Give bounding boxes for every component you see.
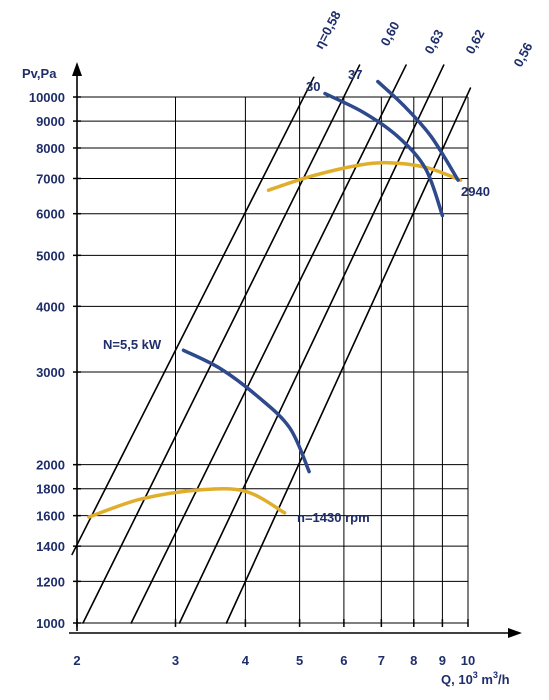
y-axis-arrow xyxy=(72,62,82,76)
x-tick-label: 8 xyxy=(410,653,417,668)
x-axis-title: Q, 103 m3/h xyxy=(441,670,510,687)
efficiency-label-3: 0,62 xyxy=(462,27,487,56)
power-curve-4 xyxy=(181,348,311,474)
efficiency-curve-7 xyxy=(130,64,407,624)
x-axis-title-base: Q, 10 xyxy=(441,672,473,687)
x-tick-label: 3 xyxy=(172,653,179,668)
y-tick-label: 1400 xyxy=(36,539,65,554)
grid xyxy=(76,96,469,624)
y-tick-label: 1200 xyxy=(36,574,65,589)
x-tick-label: 10 xyxy=(461,653,475,668)
x-axis-title-exp: 3 xyxy=(473,670,478,680)
y-axis-title: Pv,Pa xyxy=(22,66,57,81)
efficiency-label-1: 0,60 xyxy=(377,19,402,48)
y-tick-label: 5000 xyxy=(36,248,65,263)
x-tick-label: 6 xyxy=(340,653,347,668)
efficiency-curve-6 xyxy=(82,64,361,624)
y-tick-label: 2000 xyxy=(36,458,65,473)
y-tick-label: 1800 xyxy=(36,482,65,497)
y-tick-label: 7000 xyxy=(36,171,65,186)
y-tick-label: 9000 xyxy=(36,114,65,129)
y-tick-label: 10000 xyxy=(29,90,65,105)
y-tick-label: 8000 xyxy=(36,141,65,156)
y-tick-label: 4000 xyxy=(36,299,65,314)
x-axis-title-unit: m xyxy=(478,672,493,687)
pressure-curve-1 xyxy=(87,486,287,519)
power-label-37: 37 xyxy=(348,67,362,82)
y-tick-label: 3000 xyxy=(36,365,65,380)
x-tick-label: 4 xyxy=(242,653,250,668)
efficiency-label-4: 0,56 xyxy=(510,40,535,69)
speed-label-low: n=1430 rpm xyxy=(297,510,370,525)
y-tick-label: 1600 xyxy=(36,509,65,524)
labels: Pv,Pa Q, 103 m3/h 30 37 2940 N=5,5 kW n=… xyxy=(22,8,536,687)
y-tick-label: 6000 xyxy=(36,207,65,222)
pressure-curve-0 xyxy=(266,160,463,192)
x-axis-arrow xyxy=(508,628,522,638)
power-label-low: N=5,5 kW xyxy=(103,337,162,352)
speed-label-high: 2940 xyxy=(461,184,490,199)
x-axis-title-exp2: 3 xyxy=(493,670,498,680)
x-tick-label: 5 xyxy=(296,653,303,668)
axes xyxy=(69,62,522,638)
efficiency-curve-8 xyxy=(178,64,445,624)
efficiency-curve-5 xyxy=(71,76,315,556)
efficiency-lines xyxy=(71,64,472,624)
power-label-30: 30 xyxy=(306,79,320,94)
power-curve-3 xyxy=(376,79,460,182)
x-tick-label: 7 xyxy=(378,653,385,668)
efficiency-label-2: 0,63 xyxy=(421,27,446,56)
x-axis-title-end: /h xyxy=(498,672,510,687)
curves xyxy=(87,79,463,519)
x-tick-label: 9 xyxy=(439,653,446,668)
x-tick-label: 2 xyxy=(73,653,80,668)
power-curve-2 xyxy=(323,91,445,218)
efficiency-label-0: η=0,58 xyxy=(311,8,343,51)
y-tick-label: 1000 xyxy=(36,616,65,631)
